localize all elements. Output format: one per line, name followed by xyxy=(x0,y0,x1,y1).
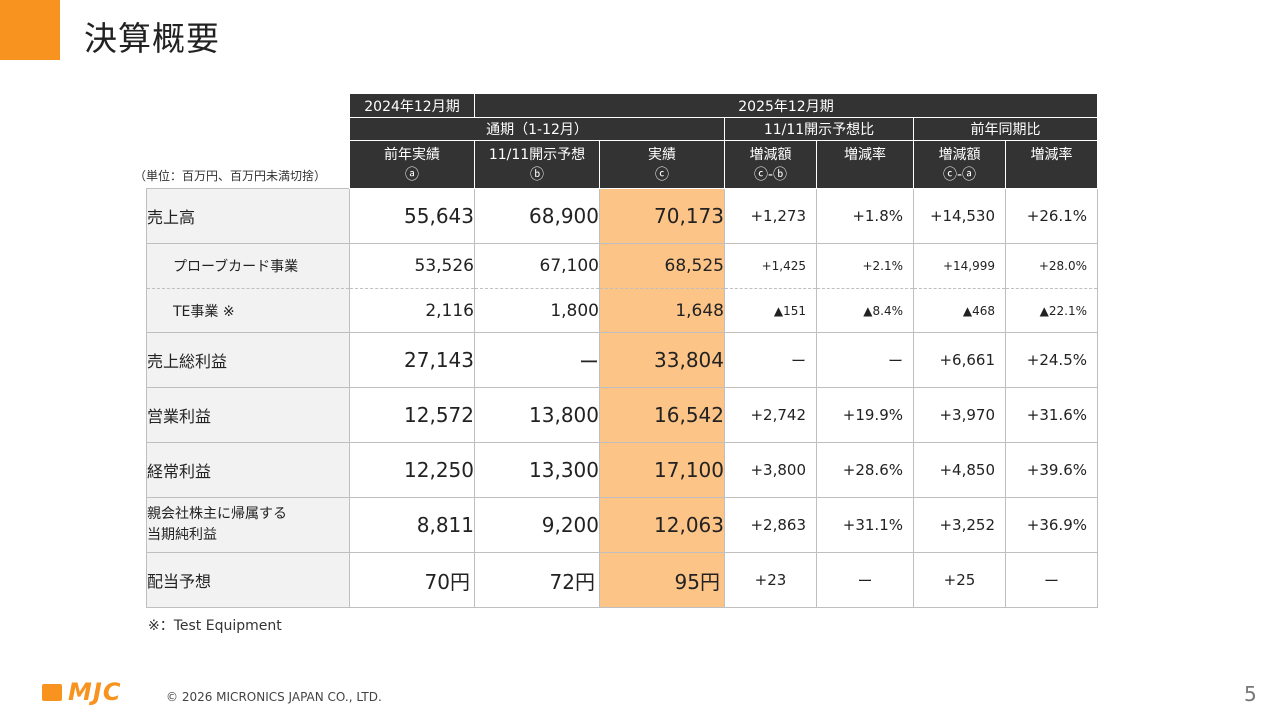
logo-mark-icon xyxy=(42,683,62,701)
cell-actual: 1,648 xyxy=(599,288,725,333)
cell-forecast: 68,900 xyxy=(474,188,600,244)
cell-diff-prev: +14,530 xyxy=(913,188,1006,244)
row-label: 売上総利益 xyxy=(146,332,350,388)
cell-rate-fc: +1.8% xyxy=(816,188,914,244)
cell-prev: 53,526 xyxy=(349,243,475,289)
cell-prev: 12,250 xyxy=(349,442,475,498)
cell-rate-prev: +39.6% xyxy=(1005,442,1098,498)
header-vs-prev: 前年同期比 xyxy=(913,117,1098,141)
cell-rate-fc: ▲8.4% xyxy=(816,288,914,333)
cell-prev: 70円 xyxy=(349,552,475,608)
footnote: ※：Test Equipment xyxy=(148,618,282,634)
table-row: 営業利益 12,572 13,800 16,542 +2,742 +19.9% … xyxy=(146,387,1098,443)
cell-actual: 33,804 xyxy=(599,332,725,388)
cell-diff-prev: +3,252 xyxy=(913,497,1006,553)
cell-prev: 8,811 xyxy=(349,497,475,553)
table-row: 親会社株主に帰属する 当期純利益 8,811 9,200 12,063 +2,86… xyxy=(146,497,1098,553)
unit-note: （単位：百万円、百万円未満切捨） xyxy=(134,169,327,183)
cell-diff-fc: ▲151 xyxy=(724,288,817,333)
col-header-diff-prev: 増減額 ⓒ-ⓐ xyxy=(913,140,1006,189)
cell-actual: 95円 xyxy=(599,552,725,608)
company-logo: MJC xyxy=(42,678,121,706)
col-header-diff-fc: 増減額 ⓒ-ⓑ xyxy=(724,140,817,189)
header-full-year: 通期（1-12月） xyxy=(349,117,725,141)
cell-diff-fc: +23 xyxy=(724,552,817,608)
table-row: 経常利益 12,250 13,300 17,100 +3,800 +28.6% … xyxy=(146,442,1098,498)
cell-prev: 12,572 xyxy=(349,387,475,443)
cell-rate-fc: +28.6% xyxy=(816,442,914,498)
row-label: プローブカード事業 xyxy=(146,243,350,289)
cell-forecast: ー xyxy=(474,332,600,388)
cell-actual: 12,063 xyxy=(599,497,725,553)
title-accent-block xyxy=(0,0,60,60)
cell-diff-fc: +2,742 xyxy=(724,387,817,443)
cell-actual: 70,173 xyxy=(599,188,725,244)
row-label: 経常利益 xyxy=(146,442,350,498)
cell-diff-prev: +6,661 xyxy=(913,332,1006,388)
row-label: 親会社株主に帰属する 当期純利益 xyxy=(146,497,350,553)
cell-diff-prev: +25 xyxy=(913,552,1006,608)
row-label: 営業利益 xyxy=(146,387,350,443)
cell-actual: 16,542 xyxy=(599,387,725,443)
cell-rate-prev: ▲22.1% xyxy=(1005,288,1098,333)
table-row: TE事業 ※ 2,116 1,800 1,648 ▲151 ▲8.4% ▲468… xyxy=(146,288,1098,333)
cell-forecast: 9,200 xyxy=(474,497,600,553)
header-corner xyxy=(147,94,350,118)
cell-actual: 68,525 xyxy=(599,243,725,289)
header-prev-period: 2024年12月期 xyxy=(349,93,475,118)
cell-diff-fc: +3,800 xyxy=(724,442,817,498)
cell-rate-prev: +24.5% xyxy=(1005,332,1098,388)
table-row: 売上高 55,643 68,900 70,173 +1,273 +1.8% +1… xyxy=(146,188,1098,244)
financial-summary-table: 2024年12月期 2025年12月期 通期（1-12月） 11/11開示予想比… xyxy=(146,93,1098,608)
table-row: 配当予想 70円 72円 95円 +23 ー +25 ー xyxy=(146,552,1098,608)
cell-rate-fc: +2.1% xyxy=(816,243,914,289)
header-vs-forecast: 11/11開示予想比 xyxy=(724,117,914,141)
page-title: 決算概要 xyxy=(84,19,220,58)
cell-prev: 27,143 xyxy=(349,332,475,388)
cell-forecast: 13,800 xyxy=(474,387,600,443)
row-label: 配当予想 xyxy=(146,552,350,608)
cell-actual: 17,100 xyxy=(599,442,725,498)
table-row: 売上総利益 27,143 ー 33,804 ー ー +6,661 +24.5% xyxy=(146,332,1098,388)
header-curr-period: 2025年12月期 xyxy=(474,93,1098,118)
cell-prev: 2,116 xyxy=(349,288,475,333)
col-header-actual: 実績 ⓒ xyxy=(599,140,725,189)
cell-forecast: 72円 xyxy=(474,552,600,608)
col-header-rate-prev: 増減率 xyxy=(1005,140,1098,189)
cell-diff-prev: ▲468 xyxy=(913,288,1006,333)
cell-forecast: 13,300 xyxy=(474,442,600,498)
cell-rate-prev: ー xyxy=(1005,552,1098,608)
col-header-rate-fc: 増減率 xyxy=(816,140,914,189)
logo-text: MJC xyxy=(68,678,122,706)
cell-rate-prev: +26.1% xyxy=(1005,188,1098,244)
cell-diff-fc: ー xyxy=(724,332,817,388)
cell-rate-fc: ー xyxy=(816,332,914,388)
col-header-prev-actual: 前年実績 ⓐ xyxy=(349,140,475,189)
cell-rate-fc: ー xyxy=(816,552,914,608)
page-number: 5 xyxy=(1244,682,1257,706)
cell-rate-fc: +19.9% xyxy=(816,387,914,443)
cell-diff-prev: +14,999 xyxy=(913,243,1006,289)
cell-forecast: 67,100 xyxy=(474,243,600,289)
cell-rate-fc: +31.1% xyxy=(816,497,914,553)
table-row: プローブカード事業 53,526 67,100 68,525 +1,425 +2… xyxy=(146,243,1098,289)
cell-diff-prev: +3,970 xyxy=(913,387,1006,443)
col-header-forecast: 11/11開示予想 ⓑ xyxy=(474,140,600,189)
cell-forecast: 1,800 xyxy=(474,288,600,333)
cell-prev: 55,643 xyxy=(349,188,475,244)
cell-diff-fc: +2,863 xyxy=(724,497,817,553)
cell-diff-prev: +4,850 xyxy=(913,442,1006,498)
row-label: TE事業 ※ xyxy=(146,288,350,333)
cell-rate-prev: +36.9% xyxy=(1005,497,1098,553)
cell-diff-fc: +1,273 xyxy=(724,188,817,244)
copyright: © 2026 MICRONICS JAPAN CO., LTD. xyxy=(166,690,382,704)
cell-rate-prev: +31.6% xyxy=(1005,387,1098,443)
row-label: 売上高 xyxy=(146,188,350,244)
cell-rate-prev: +28.0% xyxy=(1005,243,1098,289)
cell-diff-fc: +1,425 xyxy=(724,243,817,289)
